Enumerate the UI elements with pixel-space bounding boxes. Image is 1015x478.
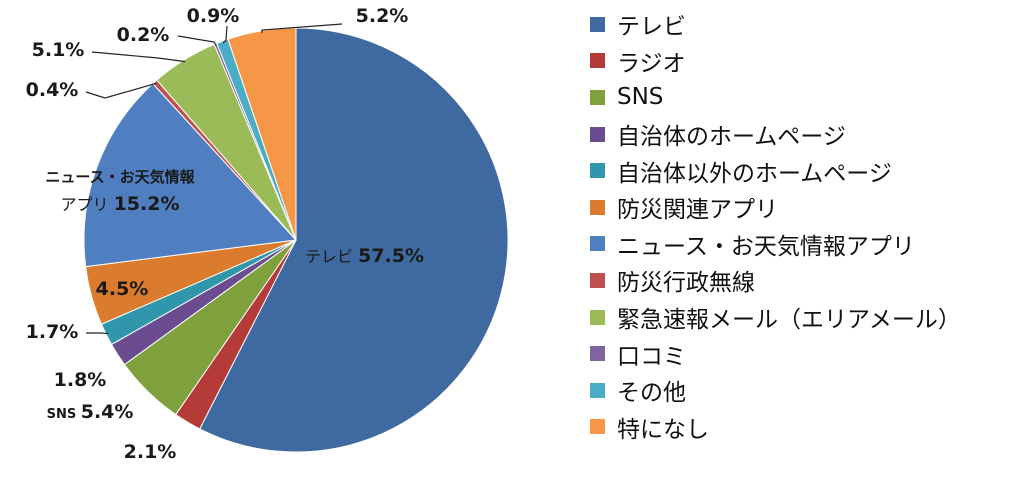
legend-swatch: [590, 382, 605, 398]
legend-item: テレビ: [590, 6, 1010, 43]
legend-label: ラジオ: [617, 50, 686, 77]
leader-line: [261, 23, 343, 33]
data-label: アプリ 15.2%: [60, 193, 179, 215]
data-label: 2.1%: [124, 441, 177, 463]
data-label: 4.5%: [96, 278, 149, 300]
legend-item: 口コミ: [590, 335, 1010, 372]
legend-item: その他: [590, 372, 1010, 409]
legend-label: テレビ: [617, 14, 686, 41]
legend-item: SNS: [590, 79, 1010, 116]
legend-label: 自治体のホームページ: [617, 124, 846, 151]
legend-swatch: [590, 419, 605, 435]
legend-item: 特になし: [590, 409, 1010, 446]
legend-swatch: [590, 272, 605, 288]
leader-line: [91, 51, 186, 63]
legend-label: 防災関連アプリ: [617, 197, 778, 224]
legend-label: 自治体以外のホームページ: [617, 160, 892, 187]
legend-swatch: [590, 309, 605, 325]
leader-lines: [85, 23, 343, 335]
data-label: 5.1%: [32, 39, 85, 61]
legend-swatch: [590, 126, 605, 142]
legend-item: 自治体のホームページ: [590, 116, 1010, 153]
leader-line: [86, 332, 109, 335]
legend-swatch: [590, 16, 605, 32]
legend-label: SNS: [617, 84, 664, 111]
data-label: 0.2%: [117, 24, 170, 46]
legend-item: 自治体以外のホームページ: [590, 152, 1010, 189]
legend-item: ラジオ: [590, 43, 1010, 80]
pie-slice: [199, 27, 509, 453]
legend-label: 口コミ: [617, 343, 686, 370]
legend-swatch: [590, 236, 605, 252]
data-label: 5.2%: [356, 5, 409, 27]
legend-swatch: [590, 53, 605, 69]
legend-label: 特になし: [617, 416, 709, 443]
legend-label: 緊急速報メール（エリアメール）: [617, 307, 961, 334]
legend-swatch: [590, 163, 605, 179]
pie-slices: [83, 27, 509, 453]
data-label: SNS 5.4%: [47, 401, 134, 423]
data-label: テレビ 57.5%: [305, 245, 424, 267]
pie-slice: [83, 82, 298, 268]
chart-legend: テレビラジオ SNS 自治体のホームページ自治体以外のホームページ 防災関連アプリニュ…: [590, 6, 1010, 445]
data-labels: テレビ 57.5% 2.1% SNS 5.4% 1.8% 1.7% 4.5% ニュース・お天…: [26, 5, 424, 463]
data-label-category: ニュース・お天気情報: [45, 168, 195, 186]
legend-swatch: [590, 89, 605, 105]
data-label: 0.4%: [26, 79, 79, 101]
legend-item: 緊急速報メール（エリアメール）: [590, 299, 1010, 336]
leader-line: [222, 25, 228, 44]
data-label: 0.9%: [187, 5, 240, 27]
leader-line: [85, 82, 157, 99]
leader-line: [177, 35, 217, 47]
pie-chart: テレビ 57.5% 2.1% SNS 5.4% 1.8% 1.7% 4.5% ニュース・お天…: [26, 5, 509, 463]
data-label: 1.8%: [54, 369, 107, 391]
legend-label: 防災行政無線: [617, 270, 755, 297]
legend-label: その他: [617, 380, 686, 407]
legend-item: 防災行政無線: [590, 262, 1010, 299]
legend-item: 防災関連アプリ: [590, 189, 1010, 226]
legend-label: ニュース・お天気情報アプリ: [617, 233, 915, 260]
legend-item: ニュース・お天気情報アプリ: [590, 226, 1010, 263]
legend-swatch: [590, 199, 605, 215]
legend-swatch: [590, 346, 605, 362]
data-label: 1.7%: [26, 321, 79, 343]
